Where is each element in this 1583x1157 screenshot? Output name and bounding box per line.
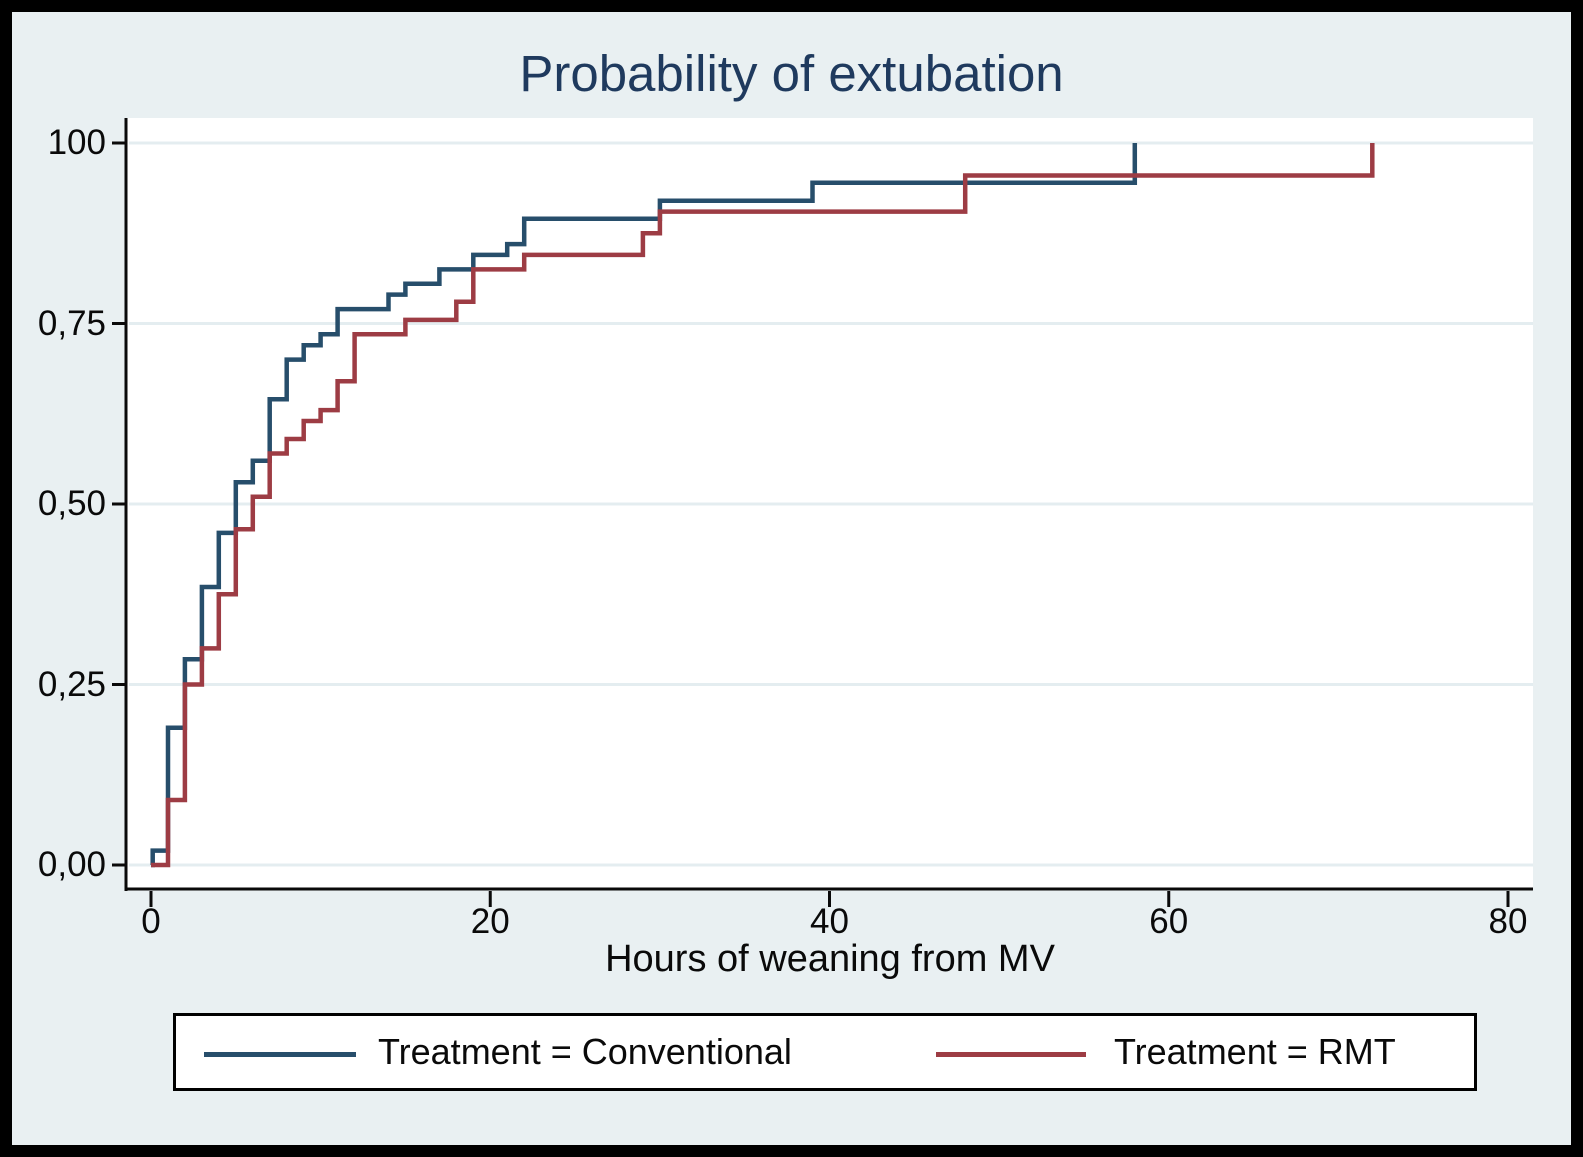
- chart-title: Probability of extubation: [519, 45, 1064, 102]
- legend: Treatment = Conventional Treatment = RMT: [173, 1013, 1477, 1091]
- x-tick-label: 60: [1149, 902, 1189, 941]
- survival-curve-rmt: [151, 143, 1375, 868]
- y-tick-label: 0,50: [37, 484, 106, 523]
- x-tick-label: 20: [470, 902, 510, 941]
- legend-line-conventional: [204, 1052, 356, 1057]
- x-tick-label: 0: [141, 902, 161, 941]
- y-tick-label: 100: [47, 123, 106, 162]
- y-tick-label: 0,00: [37, 845, 106, 884]
- x-axis-title: Hours of weaning from MV: [605, 938, 1055, 980]
- x-tick-label: 40: [810, 902, 849, 941]
- y-tick-label: 0,75: [37, 303, 106, 343]
- legend-line-rmt: [936, 1052, 1086, 1057]
- x-tick-label: 80: [1488, 902, 1528, 941]
- legend-label-rmt: Treatment = RMT: [1114, 1031, 1396, 1072]
- y-tick-label: 0,25: [37, 664, 106, 704]
- legend-label-conventional: Treatment = Conventional: [378, 1031, 792, 1072]
